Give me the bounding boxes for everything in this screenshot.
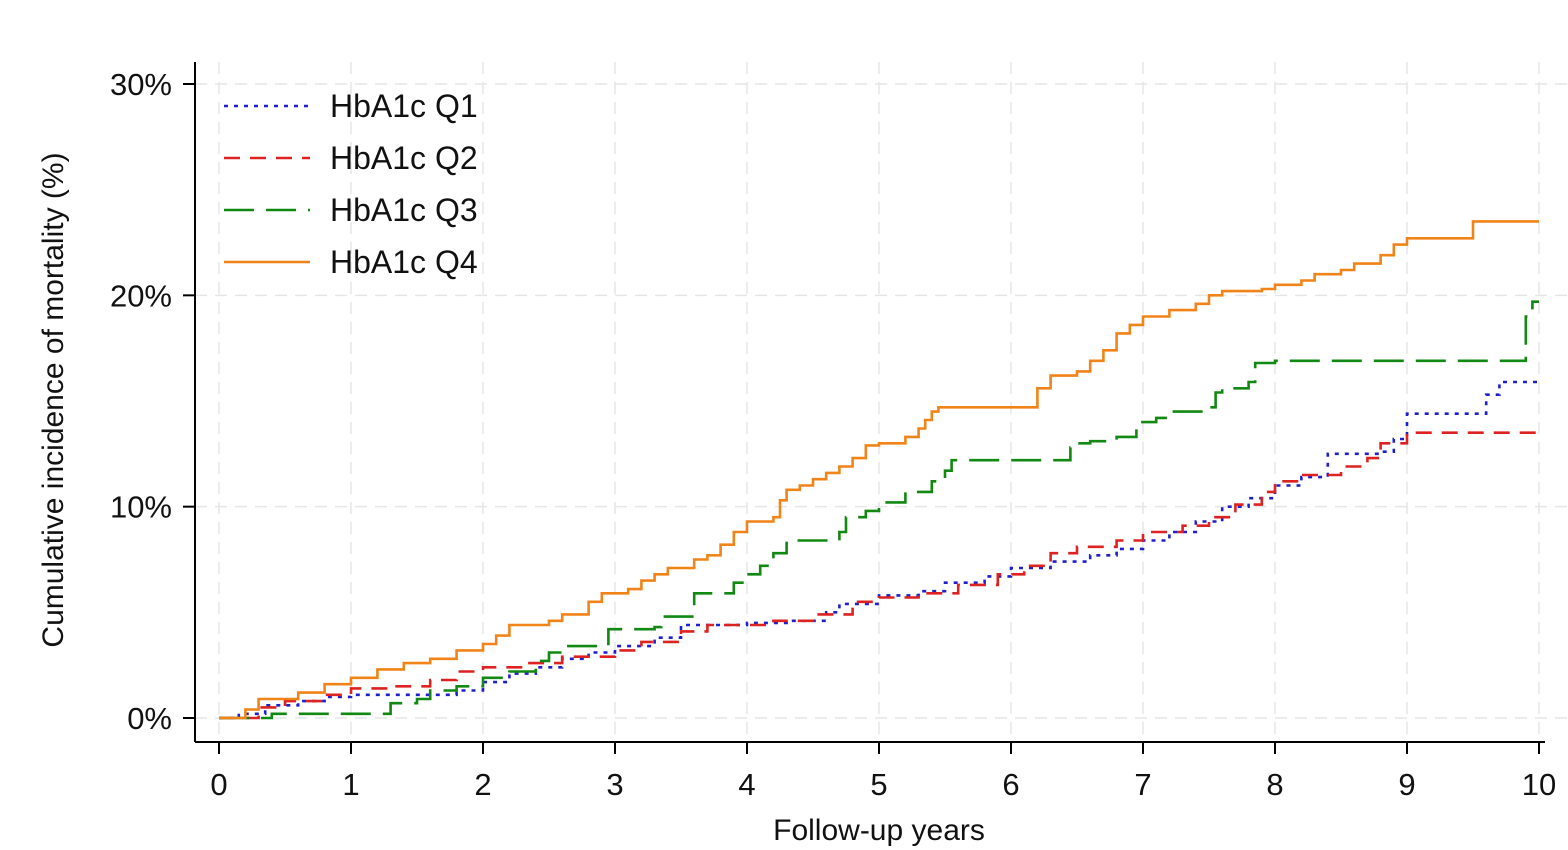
- axis-ticks: 0 1 2 3 4 5 6 7 8 9 10 0% 10% 20% 30%: [110, 67, 1556, 802]
- x-tick-label: 4: [738, 767, 755, 802]
- x-tick-label: 1: [342, 767, 359, 802]
- y-tick-label: 10%: [110, 490, 172, 525]
- y-tick-label: 20%: [110, 278, 172, 313]
- x-tick-label: 7: [1134, 767, 1151, 802]
- y-tick-label: 30%: [110, 67, 172, 102]
- legend: HbA1c Q1 HbA1c Q2 HbA1c Q3 HbA1c Q4: [224, 88, 478, 280]
- series-line-q1: [219, 380, 1539, 720]
- y-tick-label: 0%: [127, 701, 172, 736]
- legend-label: HbA1c Q4: [330, 244, 478, 280]
- x-axis-title: Follow-up years: [773, 814, 985, 847]
- series-lines: [219, 220, 1539, 720]
- grid-lines: [195, 62, 1568, 742]
- x-tick-label: 10: [1522, 767, 1556, 802]
- x-tick-label: 8: [1266, 767, 1283, 802]
- legend-label: HbA1c Q3: [330, 192, 478, 228]
- series-line-q3: [219, 300, 1539, 720]
- x-tick-label: 6: [1002, 767, 1019, 802]
- legend-label: HbA1c Q2: [330, 140, 478, 176]
- legend-label: HbA1c Q1: [330, 88, 478, 124]
- series-line-q4: [219, 220, 1539, 720]
- series-line-q2: [219, 431, 1539, 720]
- x-tick-label: 3: [606, 767, 623, 802]
- x-tick-label: 2: [474, 767, 491, 802]
- x-tick-label: 0: [210, 767, 227, 802]
- y-axis-title: Cumulative incidence of mortality (%): [37, 152, 70, 647]
- axes: [194, 62, 1545, 743]
- x-tick-label: 5: [870, 767, 887, 802]
- x-tick-label: 9: [1398, 767, 1415, 802]
